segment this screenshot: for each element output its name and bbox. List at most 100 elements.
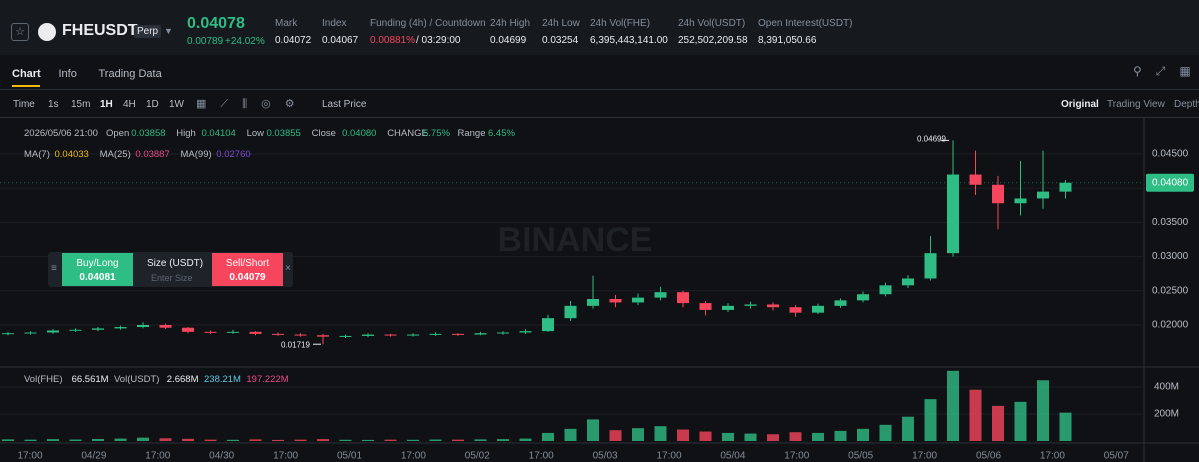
x-tick-label: 17:00 <box>529 451 554 462</box>
candle-body <box>2 333 14 335</box>
candle-body <box>947 174 959 254</box>
interval[interactable]: 1H <box>100 99 113 110</box>
stat-value: 0.04699 <box>490 35 527 46</box>
y-tick-label: 0.03000 <box>1152 251 1189 262</box>
star-button[interactable]: ☆ <box>11 23 29 41</box>
interval[interactable]: 1s <box>48 99 59 110</box>
volume-bar <box>272 439 284 441</box>
candle-body <box>317 335 329 337</box>
stat-value: 0.00881% <box>370 35 416 46</box>
legend-label: Close <box>311 128 336 139</box>
interval[interactable]: 1D <box>146 99 159 110</box>
sell-button[interactable]: Sell/Short 0.04079 <box>212 253 283 286</box>
buy-button[interactable]: Buy/Long 0.04081 <box>62 253 133 286</box>
x-tick-label: 17:00 <box>912 451 937 462</box>
candle-body <box>1059 182 1072 192</box>
candle-body <box>789 307 802 313</box>
candle-body <box>227 331 239 333</box>
legend-value: 5.75% <box>423 128 450 139</box>
volume-bar <box>2 439 14 441</box>
candle-body <box>519 331 532 333</box>
candle-body <box>767 304 779 308</box>
y-tick-label: 200M <box>1154 409 1179 420</box>
candle-body <box>204 331 217 333</box>
grip: ≡ <box>51 263 57 274</box>
view-option[interactable]: Trading View <box>1107 99 1165 110</box>
stat-value: 0.04067 <box>322 35 359 46</box>
x-tick-label: 04/29 <box>81 451 106 462</box>
candle-body <box>407 334 419 336</box>
divider <box>0 89 1199 90</box>
candle-body <box>92 328 104 330</box>
interval[interactable]: 1W <box>169 99 184 110</box>
candle-body <box>497 332 509 334</box>
volume-bar <box>992 405 1004 441</box>
dropdown-arrow[interactable]: ▼ <box>164 26 173 36</box>
volume-bar <box>429 439 442 441</box>
volume-bar <box>317 439 329 441</box>
stat-label: 24h Low <box>542 18 580 29</box>
interval[interactable]: 4H <box>123 99 136 110</box>
volume-bar <box>182 438 194 441</box>
volume-bar <box>654 426 667 441</box>
candle-body <box>114 327 127 329</box>
candle-body <box>1037 191 1049 199</box>
volume-bar <box>474 439 487 441</box>
candle-body <box>429 333 442 335</box>
candle-body <box>137 324 149 328</box>
volume-bar <box>24 439 37 441</box>
legend-label: Open <box>106 128 130 139</box>
candle-body <box>992 184 1004 204</box>
candle-body <box>609 299 622 303</box>
candle-body <box>47 330 59 333</box>
candle-body <box>159 324 172 328</box>
legend-label: High <box>176 128 196 139</box>
volume-bar <box>834 430 847 441</box>
divider <box>0 117 1199 118</box>
legend-value: 0.03858 <box>131 128 166 139</box>
volume-bar <box>362 439 374 441</box>
volume-bar <box>497 439 509 441</box>
price-type[interactable]: Last Price <box>322 99 367 110</box>
stat-label: 24h High <box>490 18 531 29</box>
legend-label: Range <box>457 128 486 139</box>
stat-label: Index <box>322 18 347 29</box>
candle-body <box>362 334 374 336</box>
price-change-pct: +24.02% <box>225 36 265 47</box>
candle-body <box>654 292 667 298</box>
y-tick-label: 400M <box>1154 382 1179 393</box>
volume-bar <box>227 439 239 441</box>
volume-bar <box>879 424 892 441</box>
high-label: 0.04699 <box>917 135 946 144</box>
x-tick-label: 17:00 <box>784 451 809 462</box>
close-button[interactable]: × <box>285 263 291 274</box>
candle-body <box>452 333 464 335</box>
size-input[interactable]: Enter Size <box>151 273 193 283</box>
symbol[interactable]: FHEUSDT <box>62 22 138 39</box>
interval[interactable]: Time <box>13 99 35 110</box>
candle-body <box>24 332 37 334</box>
volume-bar <box>542 432 554 441</box>
chart-tools[interactable]: ▦⟋⫼◎⚙ <box>196 98 309 110</box>
interval[interactable]: 15m <box>71 99 91 110</box>
volume-bar <box>384 439 397 441</box>
view-option[interactable]: Original <box>1061 99 1099 110</box>
x-tick-label: 05/02 <box>465 451 490 462</box>
legend-value: 0.04104 <box>201 128 236 139</box>
volume-bar <box>137 437 149 441</box>
view-option[interactable]: Depth <box>1174 99 1199 110</box>
legend-date: 2026/05/06 21:00 <box>24 128 98 139</box>
stat-value: 8,391,050.66 <box>758 35 817 46</box>
candle-body <box>294 334 307 336</box>
y-tick-label: 0.03500 <box>1152 217 1189 228</box>
x-tick-label: 05/03 <box>593 451 618 462</box>
tab[interactable]: Info <box>58 68 77 80</box>
x-tick-label: 17:00 <box>401 451 426 462</box>
volume-legend: 238.21M <box>204 374 241 385</box>
tab[interactable]: Chart <box>12 68 41 80</box>
trade-panel: ≡ Buy/Long 0.04081 Size (USDT) Enter Siz… <box>48 252 293 287</box>
tab[interactable]: Trading Data <box>98 68 162 80</box>
candle-body <box>272 333 284 335</box>
candle-body <box>474 333 487 335</box>
tools[interactable]: ⚲⤢▦ <box>1133 64 1199 78</box>
